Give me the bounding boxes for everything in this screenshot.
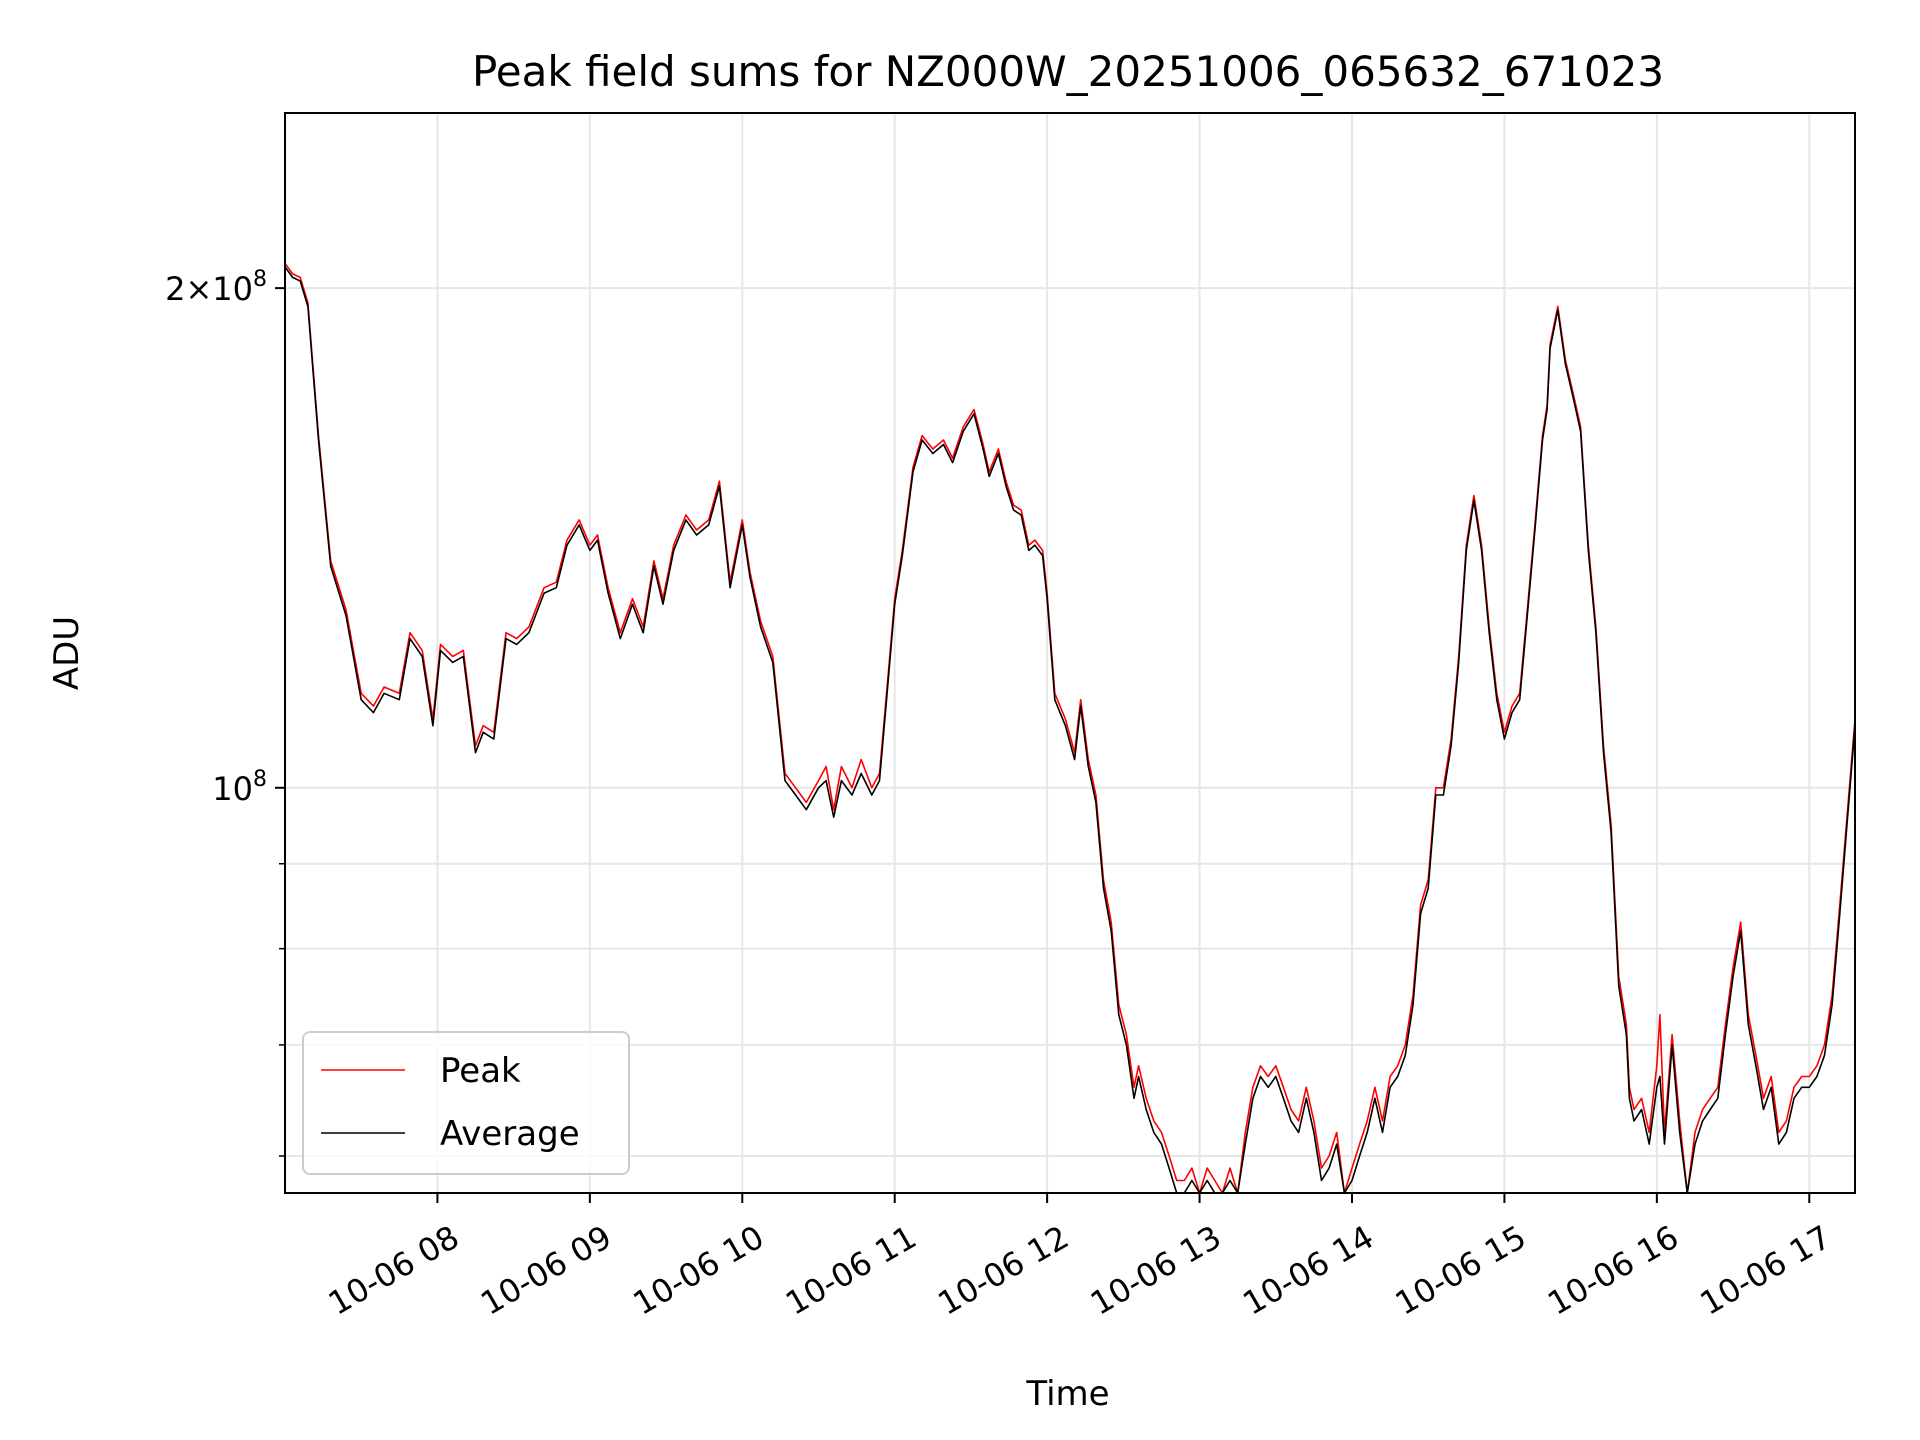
grid (285, 113, 1855, 1193)
y-axis-label: ADU (47, 616, 87, 690)
legend-label-peak: Peak (440, 1051, 521, 1091)
series-lines (285, 262, 1855, 1193)
legend-box (302, 1031, 630, 1175)
legend: Peak Average (302, 1031, 630, 1175)
chart-title: Peak field sums for NZ000W_20251006_0656… (472, 47, 1664, 96)
legend-label-average: Average (440, 1114, 580, 1154)
y-tick-label: 108 (212, 767, 267, 808)
y-tick-label: 2×108 (165, 267, 267, 308)
x-axis-label: Time (1025, 1374, 1109, 1414)
series-line-average (285, 266, 1855, 1193)
plot-frame (284, 112, 1856, 1194)
